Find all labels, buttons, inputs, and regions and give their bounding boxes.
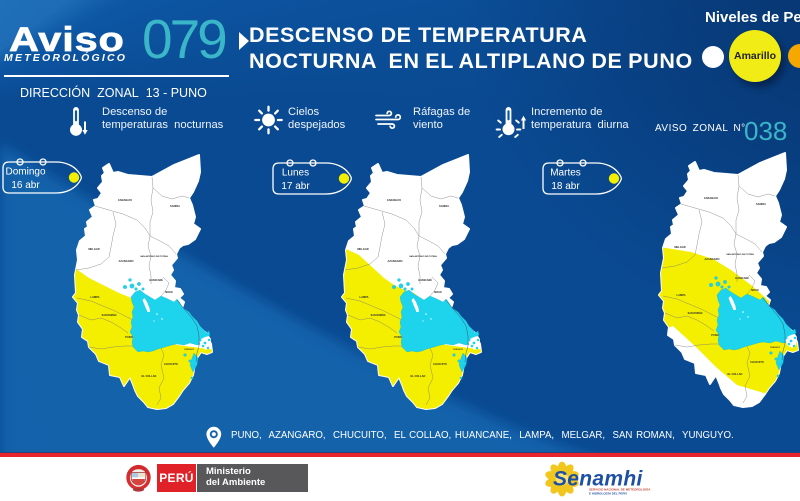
- svg-text:MOHO: MOHO: [434, 291, 442, 294]
- svg-text:MOHO: MOHO: [165, 291, 173, 294]
- svg-text:LAMPA: LAMPA: [676, 293, 685, 297]
- svg-text:MELGAR: MELGAR: [88, 247, 99, 251]
- svg-text:SAN ROMÁN: SAN ROMÁN: [102, 314, 117, 317]
- svg-text:HUANCANÉ: HUANCANÉ: [735, 277, 749, 280]
- svg-text:MELGAR: MELGAR: [357, 247, 368, 251]
- svg-text:PUNO: PUNO: [125, 335, 133, 339]
- svg-text:YUNGUYO: YUNGUYO: [453, 349, 464, 351]
- svg-text:CARABAYA: CARABAYA: [704, 196, 718, 200]
- svg-text:SANDIA: SANDIA: [439, 204, 449, 208]
- svg-text:CHUCUITO: CHUCUITO: [433, 362, 447, 366]
- svg-text:17 abr: 17 abr: [281, 181, 310, 192]
- svg-text:E HIDROLOGÍA DEL PERÚ: E HIDROLOGÍA DEL PERÚ: [589, 491, 627, 496]
- svg-text:SAN ANTONIO DE PUTINA: SAN ANTONIO DE PUTINA: [726, 253, 754, 256]
- svg-text:CARABAYA: CARABAYA: [118, 198, 132, 202]
- svg-text:CARABAYA: CARABAYA: [387, 198, 401, 202]
- svg-text:SANDIA: SANDIA: [170, 204, 180, 208]
- svg-text:PUNO: PUNO: [711, 333, 719, 337]
- svg-text:EL COLLAO: EL COLLAO: [728, 372, 743, 376]
- svg-text:SAN ROMÁN: SAN ROMÁN: [688, 312, 703, 315]
- svg-text:MOHO: MOHO: [751, 289, 759, 292]
- svg-text:EL COLLAO: EL COLLAO: [411, 374, 426, 378]
- svg-text:Senamhi: Senamhi: [553, 468, 643, 491]
- svg-text:AZANGARO: AZANGARO: [119, 259, 134, 263]
- svg-text:AZANGARO: AZANGARO: [705, 257, 720, 261]
- svg-text:SAN ANTONIO DE PUTINA: SAN ANTONIO DE PUTINA: [409, 255, 437, 258]
- svg-text:CHUCUITO: CHUCUITO: [750, 360, 764, 364]
- svg-text:PUNO: PUNO: [394, 335, 402, 339]
- svg-text:SAN ANTONIO DE PUTINA: SAN ANTONIO DE PUTINA: [140, 255, 168, 258]
- svg-text:Domingo: Domingo: [5, 167, 45, 178]
- svg-text:YUNGUYO: YUNGUYO: [770, 347, 781, 349]
- svg-text:HUANCANÉ: HUANCANÉ: [418, 279, 432, 282]
- svg-text:SANDIA: SANDIA: [756, 202, 766, 206]
- svg-text:LAMPA: LAMPA: [359, 295, 368, 299]
- svg-text:AZANGARO: AZANGARO: [388, 259, 403, 263]
- svg-text:EL COLLAO: EL COLLAO: [142, 374, 157, 378]
- svg-text:LAMPA: LAMPA: [90, 295, 99, 299]
- svg-text:YUNGUYO: YUNGUYO: [184, 349, 195, 351]
- svg-text:18 abr: 18 abr: [551, 181, 580, 192]
- svg-text:Martes: Martes: [550, 168, 581, 179]
- svg-text:16 abr: 16 abr: [11, 180, 40, 191]
- svg-text:HUANCANÉ: HUANCANÉ: [149, 279, 163, 282]
- svg-text:Lunes: Lunes: [282, 168, 309, 179]
- svg-text:SERVICIO NACIONAL DE METEOROLO: SERVICIO NACIONAL DE METEOROLOGÍA: [589, 487, 651, 492]
- svg-text:CHUCUITO: CHUCUITO: [164, 362, 178, 366]
- svg-text:MELGAR: MELGAR: [674, 245, 685, 249]
- svg-text:SAN ROMÁN: SAN ROMÁN: [371, 314, 386, 317]
